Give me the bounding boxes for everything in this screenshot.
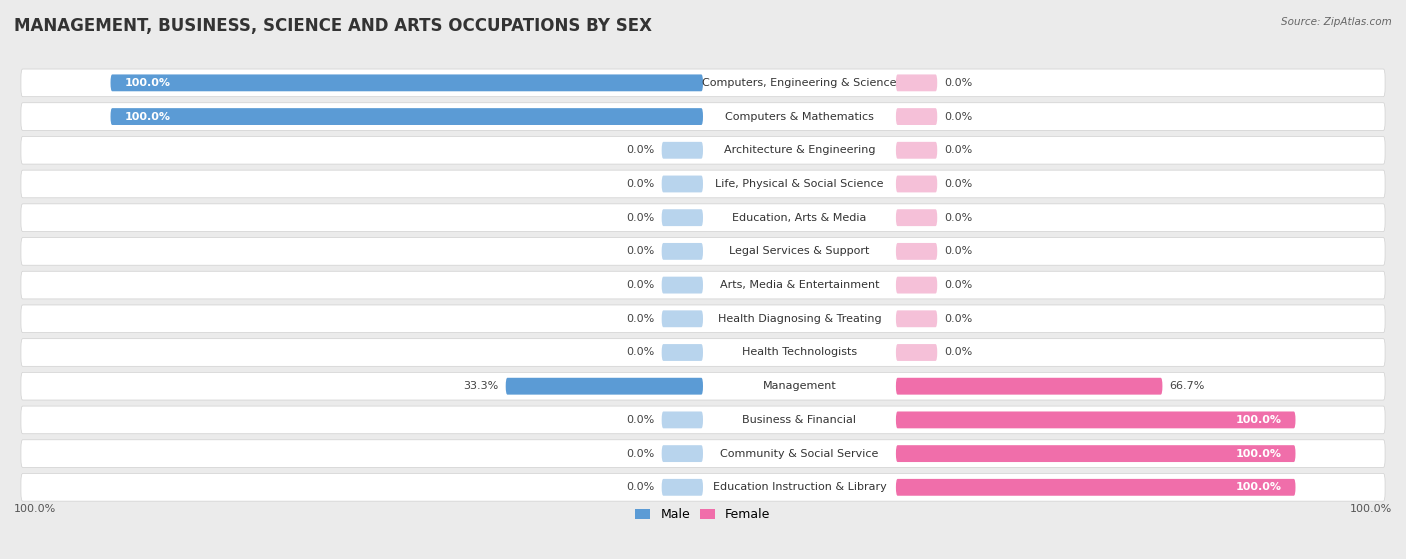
Text: 100.0%: 100.0%	[1236, 415, 1282, 425]
FancyBboxPatch shape	[111, 74, 703, 91]
Text: 0.0%: 0.0%	[945, 247, 973, 257]
Text: 0.0%: 0.0%	[945, 348, 973, 358]
FancyBboxPatch shape	[662, 310, 703, 327]
FancyBboxPatch shape	[662, 243, 703, 260]
FancyBboxPatch shape	[662, 176, 703, 192]
FancyBboxPatch shape	[21, 170, 1385, 198]
FancyBboxPatch shape	[21, 372, 1385, 400]
Text: Management: Management	[762, 381, 837, 391]
Text: 0.0%: 0.0%	[627, 482, 655, 492]
Text: 0.0%: 0.0%	[945, 314, 973, 324]
FancyBboxPatch shape	[896, 277, 938, 293]
FancyBboxPatch shape	[21, 103, 1385, 130]
Text: Business & Financial: Business & Financial	[742, 415, 856, 425]
Text: 100.0%: 100.0%	[1236, 449, 1282, 458]
Legend: Male, Female: Male, Female	[630, 503, 776, 527]
FancyBboxPatch shape	[21, 339, 1385, 366]
Text: 33.3%: 33.3%	[464, 381, 499, 391]
Text: 0.0%: 0.0%	[945, 145, 973, 155]
Text: 100.0%: 100.0%	[124, 78, 170, 88]
Text: 100.0%: 100.0%	[1236, 482, 1282, 492]
Text: 0.0%: 0.0%	[945, 212, 973, 222]
Text: 100.0%: 100.0%	[1350, 504, 1392, 514]
FancyBboxPatch shape	[896, 479, 1295, 496]
FancyBboxPatch shape	[21, 473, 1385, 501]
Text: Health Technologists: Health Technologists	[742, 348, 858, 358]
FancyBboxPatch shape	[662, 277, 703, 293]
Text: 0.0%: 0.0%	[627, 348, 655, 358]
Text: 0.0%: 0.0%	[627, 449, 655, 458]
FancyBboxPatch shape	[21, 136, 1385, 164]
Text: 0.0%: 0.0%	[627, 179, 655, 189]
Text: 0.0%: 0.0%	[945, 179, 973, 189]
Text: 100.0%: 100.0%	[124, 112, 170, 121]
Text: 0.0%: 0.0%	[627, 145, 655, 155]
Text: Education Instruction & Library: Education Instruction & Library	[713, 482, 886, 492]
FancyBboxPatch shape	[662, 142, 703, 159]
Text: Education, Arts & Media: Education, Arts & Media	[733, 212, 866, 222]
Text: 66.7%: 66.7%	[1170, 381, 1205, 391]
Text: Computers, Engineering & Science: Computers, Engineering & Science	[702, 78, 897, 88]
FancyBboxPatch shape	[21, 271, 1385, 299]
Text: Arts, Media & Entertainment: Arts, Media & Entertainment	[720, 280, 879, 290]
FancyBboxPatch shape	[662, 479, 703, 496]
FancyBboxPatch shape	[896, 411, 1295, 428]
Text: 0.0%: 0.0%	[627, 247, 655, 257]
FancyBboxPatch shape	[662, 209, 703, 226]
FancyBboxPatch shape	[21, 69, 1385, 97]
Text: Legal Services & Support: Legal Services & Support	[730, 247, 870, 257]
Text: Source: ZipAtlas.com: Source: ZipAtlas.com	[1281, 17, 1392, 27]
FancyBboxPatch shape	[896, 209, 938, 226]
FancyBboxPatch shape	[21, 305, 1385, 333]
Text: 0.0%: 0.0%	[945, 78, 973, 88]
Text: Life, Physical & Social Science: Life, Physical & Social Science	[716, 179, 884, 189]
FancyBboxPatch shape	[896, 176, 938, 192]
FancyBboxPatch shape	[21, 238, 1385, 265]
FancyBboxPatch shape	[896, 108, 938, 125]
Text: 0.0%: 0.0%	[627, 415, 655, 425]
FancyBboxPatch shape	[896, 243, 938, 260]
Text: 0.0%: 0.0%	[945, 112, 973, 121]
FancyBboxPatch shape	[506, 378, 703, 395]
Text: 100.0%: 100.0%	[14, 504, 56, 514]
FancyBboxPatch shape	[21, 204, 1385, 231]
FancyBboxPatch shape	[896, 142, 938, 159]
Text: 0.0%: 0.0%	[627, 280, 655, 290]
Text: Community & Social Service: Community & Social Service	[720, 449, 879, 458]
FancyBboxPatch shape	[21, 406, 1385, 434]
FancyBboxPatch shape	[896, 74, 938, 91]
Text: Architecture & Engineering: Architecture & Engineering	[724, 145, 875, 155]
FancyBboxPatch shape	[662, 445, 703, 462]
FancyBboxPatch shape	[896, 344, 938, 361]
Text: Computers & Mathematics: Computers & Mathematics	[725, 112, 875, 121]
Text: 0.0%: 0.0%	[945, 280, 973, 290]
FancyBboxPatch shape	[896, 445, 1295, 462]
Text: 0.0%: 0.0%	[627, 314, 655, 324]
Text: 0.0%: 0.0%	[627, 212, 655, 222]
FancyBboxPatch shape	[21, 440, 1385, 467]
FancyBboxPatch shape	[896, 310, 938, 327]
FancyBboxPatch shape	[896, 378, 1163, 395]
FancyBboxPatch shape	[111, 108, 703, 125]
Text: Health Diagnosing & Treating: Health Diagnosing & Treating	[717, 314, 882, 324]
FancyBboxPatch shape	[662, 411, 703, 428]
FancyBboxPatch shape	[662, 344, 703, 361]
Text: MANAGEMENT, BUSINESS, SCIENCE AND ARTS OCCUPATIONS BY SEX: MANAGEMENT, BUSINESS, SCIENCE AND ARTS O…	[14, 17, 652, 35]
